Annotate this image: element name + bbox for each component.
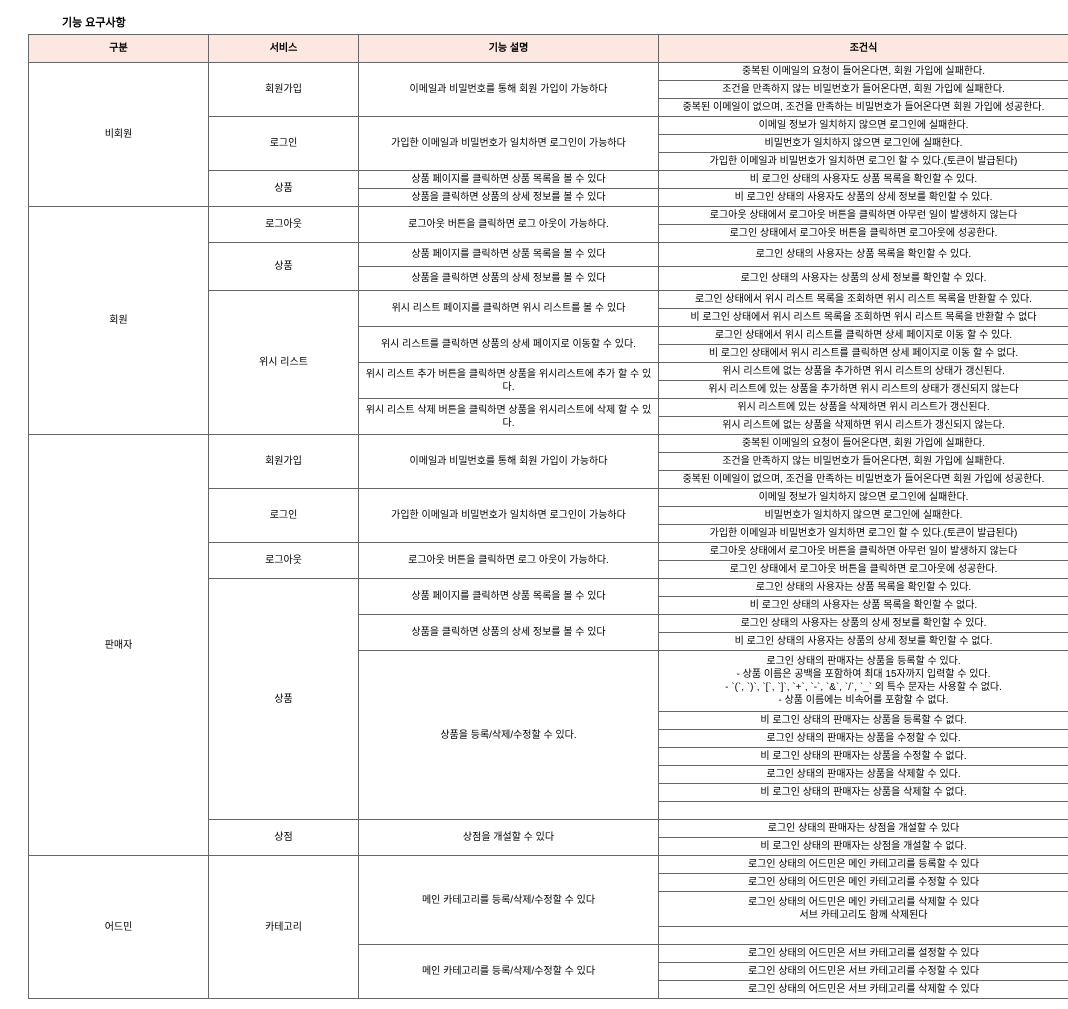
condition-cell: 로그인 상태의 사용자는 상품 목록을 확인할 수 있다. xyxy=(659,243,1068,267)
feature-cell: 위시 리스트를 클릭하면 상품의 상세 페이지로 이동할 수 있다. xyxy=(359,327,659,363)
condition-cell: 비 로그인 상태의 사용자도 상품의 상세 정보를 확인할 수 있다. xyxy=(659,189,1068,207)
service-cell: 상품 xyxy=(209,243,359,291)
condition-cell: 위시 리스트에 없는 상품을 삭제하면 위시 리스트가 갱신되지 않는다. xyxy=(659,417,1068,435)
feature-cell: 상점을 개설할 수 있다 xyxy=(359,820,659,856)
feature-cell: 로그아웃 버튼을 클릭하면 로그 아웃이 가능하다. xyxy=(359,207,659,243)
condition-cell: 가입한 이메일과 비밀번호가 일치하면 로그인 할 수 있다.(토큰이 발급된다… xyxy=(659,153,1068,171)
page-title: 기능 요구사항 xyxy=(62,14,1058,30)
condition-cell: 비 로그인 상태의 판매자는 상품을 삭제할 수 없다. xyxy=(659,784,1068,802)
requirements-table: 구분 서비스 기능 설명 조건식 비회원회원가입이메일과 비밀번호를 통해 회원… xyxy=(28,34,1068,999)
service-cell: 로그아웃 xyxy=(209,207,359,243)
service-cell: 카테고리 xyxy=(209,856,359,999)
service-cell: 로그인 xyxy=(209,489,359,543)
condition-cell: 비 로그인 상태의 판매자는 상품을 등록할 수 없다. xyxy=(659,712,1068,730)
feature-cell: 가입한 이메일과 비밀번호가 일치하면 로그인이 가능하다 xyxy=(359,117,659,171)
condition-cell: 로그인 상태의 판매자는 상점을 개설할 수 있다 xyxy=(659,820,1068,838)
condition-cell: 중복된 이메일이 없으며, 조건을 만족하는 비밀번호가 들어온다면 회원 가입… xyxy=(659,99,1068,117)
condition-cell: 로그인 상태에서 위시 리스트를 클릭하면 상세 페이지로 이동 할 수 있다. xyxy=(659,327,1068,345)
condition-cell: 비 로그인 상태의 판매자는 상점을 개설할 수 없다. xyxy=(659,838,1068,856)
service-cell: 위시 리스트 xyxy=(209,291,359,435)
category-cell: 판매자 xyxy=(29,435,209,856)
condition-cell: 로그인 상태의 사용자는 상품 목록을 확인할 수 있다. xyxy=(659,579,1068,597)
feature-cell: 메인 카테고리를 등록/삭제/수정할 수 있다 xyxy=(359,945,659,999)
condition-cell: 중복된 이메일이 없으며, 조건을 만족하는 비밀번호가 들어온다면 회원 가입… xyxy=(659,471,1068,489)
condition-cell: 로그인 상태에서 위시 리스트 목록을 조회하면 위시 리스트 목록을 반환할 … xyxy=(659,291,1068,309)
service-cell: 회원가입 xyxy=(209,63,359,117)
condition-cell xyxy=(659,802,1068,820)
feature-cell: 가입한 이메일과 비밀번호가 일치하면 로그인이 가능하다 xyxy=(359,489,659,543)
condition-cell: 로그인 상태의 판매자는 상품을 삭제할 수 있다. xyxy=(659,766,1068,784)
condition-cell: 로그인 상태의 어드민은 메인 카테고리를 수정할 수 있다 xyxy=(659,874,1068,892)
condition-cell: 가입한 이메일과 비밀번호가 일치하면 로그인 할 수 있다.(토큰이 발급된다… xyxy=(659,525,1068,543)
condition-cell: 조건을 만족하지 않는 비밀번호가 들어온다면, 회원 가입에 실패한다. xyxy=(659,453,1068,471)
header-service: 서비스 xyxy=(209,35,359,63)
service-cell: 로그인 xyxy=(209,117,359,171)
condition-cell: 이메일 정보가 일치하지 않으면 로그인에 실패한다. xyxy=(659,489,1068,507)
feature-cell: 상품 페이지를 클릭하면 상품 목록을 볼 수 있다 xyxy=(359,171,659,189)
condition-cell: 로그인 상태에서 로그아웃 버튼을 클릭하면 로그아웃에 성공한다. xyxy=(659,561,1068,579)
service-cell: 상품 xyxy=(209,171,359,207)
category-cell: 회원 xyxy=(29,207,209,435)
condition-cell: 로그인 상태의 어드민은 서브 카테고리를 수정할 수 있다 xyxy=(659,963,1068,981)
condition-cell: 로그인 상태의 어드민은 서브 카테고리를 설정할 수 있다 xyxy=(659,945,1068,963)
condition-cell: 비 로그인 상태에서 위시 리스트 목록을 조회하면 위시 리스트 목록을 반환… xyxy=(659,309,1068,327)
feature-cell: 위시 리스트 삭제 버튼을 클릭하면 상품을 위시리스트에 삭제 할 수 있다. xyxy=(359,399,659,435)
category-cell: 어드민 xyxy=(29,856,209,999)
header-condition: 조건식 xyxy=(659,35,1068,63)
condition-cell: 로그인 상태의 어드민은 메인 카테고리를 등록할 수 있다 xyxy=(659,856,1068,874)
table-row: 어드민카테고리메인 카테고리를 등록/삭제/수정할 수 있다로그인 상태의 어드… xyxy=(29,856,1068,874)
condition-cell: 로그아웃 상태에서 로그아웃 버튼을 클릭하면 아무런 일이 발생하지 않는다 xyxy=(659,543,1068,561)
condition-cell: 조건을 만족하지 않는 비밀번호가 들어온다면, 회원 가입에 실패한다. xyxy=(659,81,1068,99)
service-cell: 상품 xyxy=(209,579,359,820)
condition-cell: 비 로그인 상태의 사용자는 상품의 상세 정보를 확인할 수 없다. xyxy=(659,633,1068,651)
condition-cell: 위시 리스트에 있는 상품을 추가하면 위시 리스트의 상태가 갱신되지 않는다 xyxy=(659,381,1068,399)
feature-cell: 위시 리스트 추가 버튼을 클릭하면 상품을 위시리스트에 추가 할 수 있다. xyxy=(359,363,659,399)
condition-cell: 비밀번호가 일치하지 않으면 로그인에 실패한다. xyxy=(659,135,1068,153)
condition-cell: 로그인 상태의 사용자는 상품의 상세 정보를 확인할 수 있다. xyxy=(659,615,1068,633)
table-row: 회원로그아웃로그아웃 버튼을 클릭하면 로그 아웃이 가능하다.로그아웃 상태에… xyxy=(29,207,1068,225)
condition-cell xyxy=(659,927,1068,945)
condition-cell: 로그인 상태의 판매자는 상품을 수정할 수 있다. xyxy=(659,730,1068,748)
condition-cell: 비밀번호가 일치하지 않으면 로그인에 실패한다. xyxy=(659,507,1068,525)
category-cell: 비회원 xyxy=(29,63,209,207)
condition-cell: 위시 리스트에 없는 상품을 추가하면 위시 리스트의 상태가 갱신된다. xyxy=(659,363,1068,381)
condition-cell: 중복된 이메일의 요청이 들어온다면, 회원 가입에 실패한다. xyxy=(659,63,1068,81)
feature-cell: 상품을 등록/삭제/수정할 수 있다. xyxy=(359,651,659,820)
condition-cell: 로그인 상태의 판매자는 상품을 등록할 수 있다. - 상품 이름은 공백을 … xyxy=(659,651,1068,712)
condition-cell: 이메일 정보가 일치하지 않으면 로그인에 실패한다. xyxy=(659,117,1068,135)
service-cell: 로그아웃 xyxy=(209,543,359,579)
condition-cell: 로그인 상태의 어드민은 메인 카테고리를 삭제할 수 있다 서브 카테고리도 … xyxy=(659,892,1068,927)
header-category: 구분 xyxy=(29,35,209,63)
header-feature: 기능 설명 xyxy=(359,35,659,63)
condition-cell: 로그아웃 상태에서 로그아웃 버튼을 클릭하면 아무런 일이 발생하지 않는다 xyxy=(659,207,1068,225)
condition-cell: 비 로그인 상태의 사용자는 상품 목록을 확인할 수 없다. xyxy=(659,597,1068,615)
service-cell: 회원가입 xyxy=(209,435,359,489)
feature-cell: 상품을 클릭하면 상품의 상세 정보를 볼 수 있다 xyxy=(359,267,659,291)
feature-cell: 로그아웃 버튼을 클릭하면 로그 아웃이 가능하다. xyxy=(359,543,659,579)
condition-cell: 로그인 상태의 사용자는 상품의 상세 정보를 확인할 수 있다. xyxy=(659,267,1068,291)
table-row: 판매자회원가입이메일과 비밀번호를 통해 회원 가입이 가능하다중복된 이메일의… xyxy=(29,435,1068,453)
header-row: 구분 서비스 기능 설명 조건식 xyxy=(29,35,1068,63)
condition-cell: 로그인 상태에서 로그아웃 버튼을 클릭하면 로그아웃에 성공한다. xyxy=(659,225,1068,243)
condition-cell: 로그인 상태의 어드민은 서브 카테고리를 삭제할 수 있다 xyxy=(659,981,1068,999)
service-cell: 상점 xyxy=(209,820,359,856)
feature-cell: 이메일과 비밀번호를 통해 회원 가입이 가능하다 xyxy=(359,63,659,117)
feature-cell: 메인 카테고리를 등록/삭제/수정할 수 있다 xyxy=(359,856,659,945)
feature-cell: 이메일과 비밀번호를 통해 회원 가입이 가능하다 xyxy=(359,435,659,489)
table-row: 비회원회원가입이메일과 비밀번호를 통해 회원 가입이 가능하다중복된 이메일의… xyxy=(29,63,1068,81)
condition-cell: 위시 리스트에 있는 상품을 삭제하면 위시 리스트가 갱신된다. xyxy=(659,399,1068,417)
condition-cell: 비 로그인 상태의 판매자는 상품을 수정할 수 없다. xyxy=(659,748,1068,766)
condition-cell: 비 로그인 상태의 사용자도 상품 목록을 확인할 수 있다. xyxy=(659,171,1068,189)
feature-cell: 위시 리스트 페이지를 클릭하면 위시 리스트를 볼 수 있다 xyxy=(359,291,659,327)
condition-cell: 중복된 이메일의 요청이 들어온다면, 회원 가입에 실패한다. xyxy=(659,435,1068,453)
condition-cell: 비 로그인 상태에서 위시 리스트를 클릭하면 상세 페이지로 이동 할 수 없… xyxy=(659,345,1068,363)
feature-cell: 상품 페이지를 클릭하면 상품 목록을 볼 수 있다 xyxy=(359,243,659,267)
feature-cell: 상품을 클릭하면 상품의 상세 정보를 볼 수 있다 xyxy=(359,189,659,207)
feature-cell: 상품 페이지를 클릭하면 상품 목록을 볼 수 있다 xyxy=(359,579,659,615)
feature-cell: 상품을 클릭하면 상품의 상세 정보를 볼 수 있다 xyxy=(359,615,659,651)
